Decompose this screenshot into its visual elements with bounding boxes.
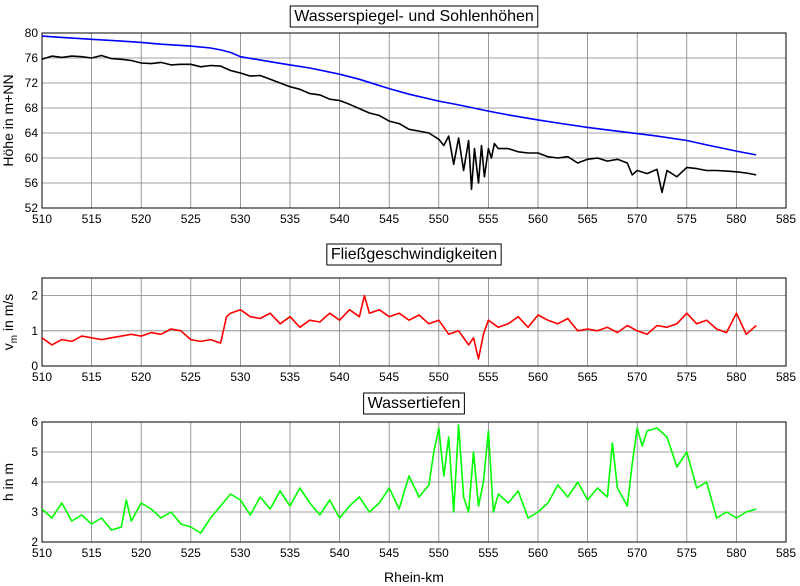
chart-title: Fließgeschwindigkeiten (331, 246, 497, 263)
x-tick-label: 550 (429, 546, 449, 560)
x-tick-label: 510 (32, 370, 52, 384)
x-tick-label: 545 (379, 546, 399, 560)
x-tick-label: 555 (478, 370, 498, 384)
y-tick-label: 6 (31, 415, 38, 429)
plot-frame (41, 32, 787, 209)
x-tick-label: 555 (478, 212, 498, 226)
x-tick-label: 520 (131, 212, 151, 226)
x-tick-label: 585 (776, 546, 796, 560)
chart-title-box (289, 5, 539, 28)
x-tick-label: 515 (82, 370, 102, 384)
x-tick-label: 555 (478, 546, 498, 560)
x-tick-label: 565 (578, 370, 598, 384)
x-tick-label: 570 (627, 546, 647, 560)
y-tick-label: 52 (25, 201, 39, 215)
x-tick-label: 570 (627, 212, 647, 226)
x-axis-label: Rhein-km (384, 569, 444, 585)
chart-title-box (326, 243, 502, 266)
x-tick-label: 530 (230, 212, 250, 226)
x-tick-label: 535 (280, 370, 300, 384)
series-line-2 (41, 54, 757, 194)
x-tick-label: 525 (181, 370, 201, 384)
x-tick-label: 510 (32, 546, 52, 560)
x-tick-label: 540 (330, 370, 350, 384)
series-line-1 (41, 424, 757, 534)
x-tick-label: 535 (280, 212, 300, 226)
x-tick-label: 560 (528, 212, 548, 226)
chart-panel-1: 510 515 520 525 530 535 540 545 550 555 560 565 570 5… (0, 5, 796, 226)
plot-frame (41, 421, 787, 543)
y-axis-label: h in m (0, 463, 16, 501)
y-tick-label: 60 (25, 151, 39, 165)
x-tick-label: 530 (230, 370, 250, 384)
x-tick-label: 515 (82, 212, 102, 226)
y-tick-label: 2 (31, 289, 38, 303)
y-axis-label-subscript: m (9, 335, 20, 343)
x-tick-label: 575 (677, 546, 697, 560)
x-tick-label: 525 (181, 546, 201, 560)
y-tick-label: 72 (25, 76, 39, 90)
plot-area (41, 32, 787, 209)
chart-title: Wassertiefen (368, 395, 461, 412)
plot-frame (41, 277, 787, 367)
series-line-1 (41, 294, 757, 360)
x-tick-label: 525 (181, 212, 201, 226)
x-tick-label: 550 (429, 370, 449, 384)
x-tick-label: 540 (330, 212, 350, 226)
x-tick-label: 575 (677, 212, 697, 226)
y-axis-label: vm in m/s (0, 294, 20, 351)
x-tick-label: 560 (528, 370, 548, 384)
x-tick-label: 585 (776, 370, 796, 384)
y-tick-label: 2 (31, 535, 38, 549)
y-tick-label: 68 (25, 101, 39, 115)
x-tick-label: 510 (32, 212, 52, 226)
x-tick-label: 545 (379, 212, 399, 226)
x-tick-label: 580 (726, 546, 746, 560)
y-tick-label: 76 (25, 51, 39, 65)
plot-area (41, 277, 787, 367)
x-tick-label: 580 (726, 370, 746, 384)
chart-panel-2: 510 515 520 525 530 535 540 545 550 555 560 565 570 5… (0, 243, 796, 384)
y-tick-label: 56 (25, 176, 39, 190)
y-tick-label: 80 (25, 26, 39, 40)
y-axis-label-unit: in m/s (0, 294, 16, 335)
x-tick-label: 515 (82, 546, 102, 560)
y-tick-label: 3 (31, 505, 38, 519)
x-tick-label: 530 (230, 546, 250, 560)
x-tick-label: 585 (776, 212, 796, 226)
x-tick-label: 570 (627, 370, 647, 384)
chart-title-box (363, 392, 465, 415)
x-tick-label: 550 (429, 212, 449, 226)
y-tick-label: 5 (31, 445, 38, 459)
y-tick-label: 0 (31, 359, 38, 373)
y-tick-label: 4 (31, 475, 38, 489)
series-line-1 (41, 35, 757, 156)
y-axis-label: Höhe in m+NN (0, 74, 16, 166)
y-tick-label: 1 (31, 324, 38, 338)
y-tick-label: 64 (25, 126, 39, 140)
x-tick-label: 565 (578, 212, 598, 226)
chart-title: Wasserspiegel- und Sohlenhöhen (294, 8, 534, 25)
x-tick-label: 580 (726, 212, 746, 226)
x-tick-label: 575 (677, 370, 697, 384)
chart-panel-3: 510 515 520 525 530 535 540 545 550 555 560 565 570 5… (0, 392, 796, 585)
x-tick-label: 560 (528, 546, 548, 560)
x-tick-label: 535 (280, 546, 300, 560)
x-tick-label: 520 (131, 370, 151, 384)
x-tick-label: 565 (578, 546, 598, 560)
x-tick-label: 540 (330, 546, 350, 560)
x-tick-label: 545 (379, 370, 399, 384)
x-tick-label: 520 (131, 546, 151, 560)
y-axis-label-main: v (0, 343, 16, 350)
